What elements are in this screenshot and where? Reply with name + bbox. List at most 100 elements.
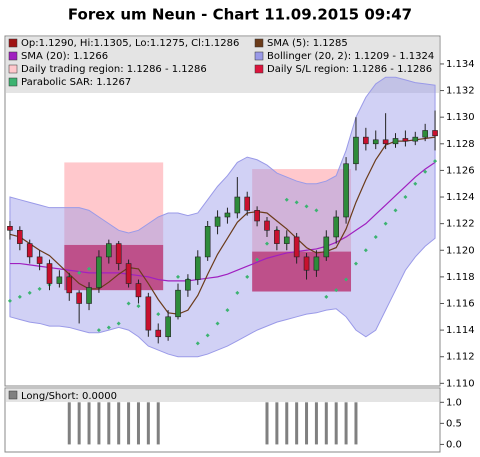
sar-dot (294, 200, 299, 205)
sar-dot (215, 321, 220, 326)
y-tick-label: 1.134 (446, 59, 475, 70)
sar-dot (353, 261, 358, 266)
y-tick-label: 1.112 (446, 352, 475, 363)
legend-label: Long/Short: 0.0000 (21, 391, 117, 402)
y-tick-label: 1.130 (446, 112, 475, 123)
candle-body (194, 256, 201, 280)
bollinger-band (9, 76, 436, 358)
candle-body (96, 256, 102, 288)
indicator-bar (77, 402, 81, 445)
sar-dot (156, 312, 161, 317)
legend-swatch (8, 64, 18, 74)
sar-dot (373, 234, 378, 239)
candle-body (185, 279, 191, 291)
candle-body (372, 139, 379, 145)
sar-dot (37, 286, 42, 291)
legend-label: Daily S/L region: 1.1286 - 1.1286 (267, 64, 432, 75)
indicator-bar (344, 402, 348, 445)
indicator-y-tick-label: 0.0 (446, 439, 462, 450)
candle-body (323, 236, 330, 258)
legend-label: Op:1.1290, Hi:1.1305, Lo:1.1275, Cl:1.12… (21, 38, 239, 49)
y-tick-label: 1.132 (446, 86, 475, 97)
legend-swatch (254, 51, 264, 61)
legend-swatch (254, 64, 264, 74)
sar-dot (27, 290, 32, 295)
legend-swatch (8, 38, 18, 48)
candle-body (175, 289, 181, 318)
indicator-bar (127, 402, 131, 445)
candle-body (26, 243, 33, 258)
sar-dot (176, 274, 181, 279)
candle-body (86, 287, 92, 304)
sar-dot (363, 248, 368, 253)
sar-dot (413, 181, 418, 186)
y-tick-label: 1.122 (446, 219, 475, 230)
sar-dot (106, 325, 111, 330)
sar-dot (334, 288, 339, 293)
legend-swatch (8, 390, 18, 400)
sar-dot (304, 204, 309, 209)
indicator-bar (305, 402, 309, 445)
chart-title: Forex um Neun - Chart 11.09.2015 09:47 (68, 6, 412, 24)
candle-body (254, 210, 260, 222)
candle-body (204, 226, 211, 258)
plot-layer: 1.110 1.112 1.114 1.116 1.118 1.120 1.122 1.124… (6, 37, 475, 450)
sar-dot (324, 294, 329, 299)
sar-dot (383, 221, 388, 226)
indicator-bar (136, 402, 140, 445)
candle-body (7, 226, 13, 231)
legend-label: SMA (20): 1.1266 (21, 51, 108, 62)
candle-body (293, 236, 300, 258)
sar-dot (235, 290, 240, 295)
y-tick-label: 1.110 (446, 378, 475, 389)
sar-dot (255, 257, 260, 262)
y-tick-label: 1.126 (446, 165, 475, 176)
candle-body (135, 283, 142, 298)
indicator-bar (275, 402, 279, 445)
candle-body (165, 316, 171, 338)
sar-dot (96, 328, 101, 333)
legend-label: Daily trading region: 1.1286 - 1.1286 (21, 64, 207, 75)
sar-dot (77, 270, 82, 275)
y-tick-label: 1.124 (446, 192, 475, 203)
sar-dot (205, 333, 210, 338)
indicator-bar (324, 402, 328, 445)
candle-body (155, 329, 162, 338)
y-tick-label: 1.114 (446, 325, 475, 336)
legend-swatch (254, 38, 264, 48)
trading-region (64, 162, 164, 245)
sar-dot (225, 308, 230, 313)
candle-body (264, 220, 270, 231)
sar-dot (423, 169, 428, 174)
sar-dot (284, 197, 289, 202)
sl-region (64, 244, 164, 291)
indicator-bar (285, 402, 289, 445)
candle-body (234, 196, 241, 214)
candle-body (125, 263, 132, 284)
candle-body (244, 196, 251, 211)
candle-body (76, 292, 82, 304)
candle-body (422, 130, 428, 138)
indicator-bar (97, 402, 101, 445)
candle-body (17, 229, 23, 244)
candle-body (283, 236, 290, 244)
sar-dot (126, 301, 131, 306)
sar-dot (314, 208, 319, 213)
candle-body (382, 139, 389, 145)
indicator-bar (334, 402, 338, 445)
sar-dot (264, 241, 269, 246)
indicator-y-tick-label: 1.0 (446, 397, 462, 408)
indicator-bar (265, 402, 269, 445)
sar-dot (433, 159, 438, 164)
sar-dot (87, 266, 92, 271)
sar-dot (136, 304, 141, 309)
sar-dot (116, 321, 121, 326)
sar-dot (403, 195, 408, 200)
candle-body (313, 256, 320, 271)
sma5-line (9, 136, 436, 315)
indicator-legend-background (6, 389, 439, 402)
candle-body (66, 276, 73, 294)
indicator-bar (295, 402, 299, 445)
